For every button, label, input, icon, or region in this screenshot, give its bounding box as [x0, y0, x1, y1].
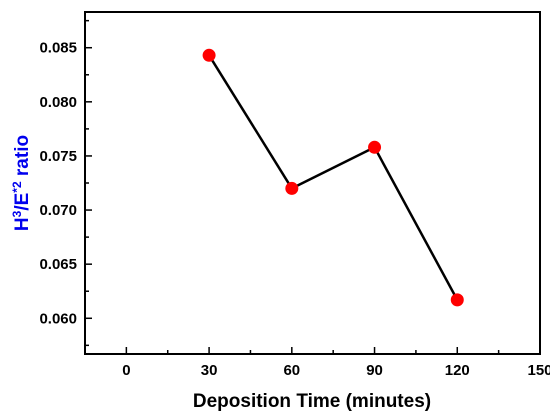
y-title-h: H	[12, 217, 33, 231]
y-tick-label: 0.060	[39, 310, 77, 327]
x-axis-title: Deposition Time (minutes)	[193, 391, 431, 412]
data-point	[368, 140, 382, 154]
x-tick-label: 150	[527, 362, 550, 379]
y-axis-title: H3/E*2 ratio	[10, 135, 33, 231]
x-tick-label: 30	[201, 362, 218, 379]
y-title-e: /E	[12, 193, 33, 211]
data-point	[450, 293, 464, 307]
y-title-sup-3: 3	[10, 210, 24, 217]
series-line-segment	[208, 54, 293, 190]
series-line-segment	[291, 146, 376, 190]
series-lines	[208, 54, 459, 301]
x-tick-label: 0	[122, 362, 130, 379]
data-point	[285, 181, 299, 195]
series-points	[202, 48, 464, 307]
y-tick-label: 0.075	[39, 148, 77, 165]
y-title-sup-2: *2	[10, 181, 24, 193]
y-tick-label: 0.085	[39, 40, 77, 57]
x-axis-ticks: 0 30 60 90 120 150	[122, 347, 550, 379]
y-title-ratio: ratio	[12, 135, 33, 181]
y-tick-label: 0.080	[39, 94, 77, 111]
y-tick-label: 0.065	[39, 256, 77, 273]
y-tick-label: 0.070	[39, 202, 77, 219]
plot-frame	[84, 11, 541, 355]
data-point	[202, 48, 216, 62]
x-tick-label: 60	[283, 362, 300, 379]
x-tick-label: 120	[445, 362, 470, 379]
y-axis-ticks: 0.060 0.065 0.070 0.075 0.080 0.085	[39, 19, 92, 347]
series-line-segment	[373, 146, 459, 301]
x-tick-label: 90	[366, 362, 383, 379]
